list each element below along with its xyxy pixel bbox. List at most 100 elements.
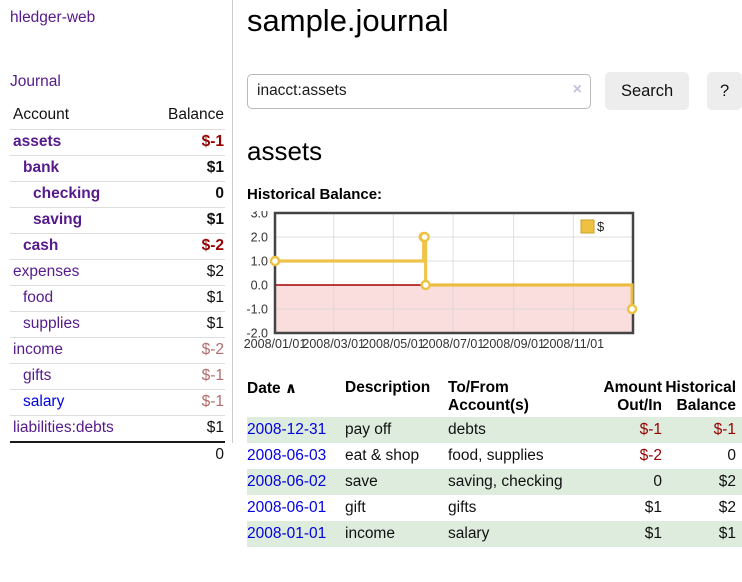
- register-header-description: Description: [345, 379, 431, 396]
- transaction-balance: $1: [718, 525, 736, 542]
- account-row: salary $-1: [10, 389, 225, 416]
- account-link-bank[interactable]: bank: [23, 159, 60, 176]
- account-title: assets: [247, 136, 323, 166]
- svg-text:2008/01/01: 2008/01/01: [244, 337, 307, 351]
- transaction-balance: $2: [718, 499, 736, 516]
- transaction-accounts: saving, checking: [448, 473, 563, 490]
- register-header-accounts: To/From Account(s): [448, 379, 529, 414]
- accounts-total-balance: 0: [146, 441, 225, 468]
- svg-text:2008/05/01: 2008/05/01: [362, 337, 425, 351]
- transaction-amount: 0: [653, 473, 662, 490]
- account-balance: $1: [146, 311, 225, 338]
- account-link-salary[interactable]: salary: [23, 393, 65, 410]
- account-link-liabilities-debts[interactable]: liabilities:debts: [13, 419, 114, 436]
- brand-link[interactable]: hledger-web: [10, 9, 96, 26]
- account-row: gifts $-1: [10, 363, 225, 390]
- account-row: assets $-1: [10, 129, 225, 156]
- account-row: expenses $2: [10, 259, 225, 286]
- account-link-checking[interactable]: checking: [33, 185, 101, 202]
- account-link-assets[interactable]: assets: [13, 133, 62, 150]
- help-button[interactable]: ?: [707, 72, 742, 110]
- accounts-table: Account Balance assets $-1 bank $1 checking 0…: [10, 103, 225, 468]
- svg-text:2008/09/01: 2008/09/01: [482, 337, 545, 351]
- svg-text:-2.0: -2.0: [246, 327, 268, 341]
- account-link-cash[interactable]: cash: [23, 237, 59, 254]
- account-link-food[interactable]: food: [23, 289, 54, 306]
- transaction-amount: $1: [644, 525, 662, 542]
- transaction-date-link[interactable]: 2008-12-31: [247, 421, 327, 438]
- account-balance: $-2: [146, 233, 225, 260]
- search-input[interactable]: [247, 73, 591, 109]
- chart-canvas: $3.0 2.0 1.0 0.0 -1.0 -2.02008/01/012008/03/0…: [244, 207, 638, 351]
- page-title: sample.journal: [247, 3, 449, 38]
- register-row: 2008-01-01 income salary $1 $1: [247, 521, 742, 547]
- accounts-total-row: 0: [10, 441, 225, 468]
- account-row: checking 0: [10, 181, 225, 208]
- accounts-header-row: Account Balance: [10, 103, 225, 130]
- transaction-accounts: food, supplies: [448, 447, 544, 464]
- svg-text:$: $: [597, 219, 605, 234]
- account-balance: $-1: [146, 363, 225, 390]
- svg-text:3.0: 3.0: [251, 211, 268, 221]
- clear-search-icon[interactable]: ×: [572, 80, 582, 98]
- sort-ascending-icon: ∧: [284, 380, 298, 397]
- transaction-accounts: salary: [448, 525, 490, 542]
- historical-balance-chart: $3.0 2.0 1.0 0.0 -1.0 -2.0 2008/01/01 2008/03/0…: [241, 207, 742, 357]
- register-row: 2008-06-02 save saving, checking 0 $2: [247, 469, 742, 495]
- account-balance: 0: [146, 181, 225, 208]
- account-row: food $1: [10, 285, 225, 312]
- transaction-description: eat & shop: [345, 447, 420, 464]
- transaction-balance: 0: [727, 447, 736, 464]
- transaction-accounts: gifts: [448, 499, 477, 516]
- transaction-date-link[interactable]: 2008-06-01: [247, 499, 327, 516]
- search-button[interactable]: Search: [604, 72, 690, 110]
- account-balance: $1: [146, 285, 225, 312]
- account-balance: $2: [146, 259, 225, 286]
- account-link-expenses[interactable]: expenses: [13, 263, 80, 280]
- register-header-balance: Historical Balance: [665, 379, 736, 414]
- transaction-amount: $-2: [639, 447, 662, 464]
- accounts-header-balance: Balance: [146, 103, 225, 130]
- transaction-accounts: debts: [448, 421, 486, 438]
- account-row: cash $-2: [10, 233, 225, 260]
- account-row: bank $1: [10, 155, 225, 182]
- transaction-date-link[interactable]: 2008-06-03: [247, 447, 327, 464]
- transaction-balance: $2: [718, 473, 736, 490]
- transaction-description: gift: [345, 499, 366, 516]
- transaction-date-link[interactable]: 2008-01-01: [247, 525, 327, 542]
- svg-text:2008/07/01: 2008/07/01: [422, 337, 485, 351]
- register-row: 2008-06-03 eat & shop food, supplies $-2 0: [247, 443, 742, 469]
- register-header-date[interactable]: Date ∧: [247, 380, 298, 397]
- account-balance: $-1: [146, 129, 225, 156]
- chart-title: Historical Balance:: [247, 186, 383, 203]
- register-header-row: Date ∧ Description To/From Account(s) Am…: [247, 377, 742, 417]
- account-balance: $1: [206, 419, 224, 436]
- register-table: Date ∧ Description To/From Account(s) Am…: [247, 377, 742, 547]
- account-balance: $-2: [146, 337, 225, 364]
- svg-text:-1.0: -1.0: [246, 303, 268, 317]
- transaction-amount: $1: [644, 499, 662, 516]
- svg-text:2008/03/01: 2008/03/01: [302, 337, 365, 351]
- account-link-income[interactable]: income: [13, 341, 63, 358]
- account-balance: $1: [146, 155, 225, 182]
- register-row: 2008-06-01 gift gifts $1 $2: [247, 495, 742, 521]
- account-balance: $1: [146, 207, 225, 234]
- main-content: sample.journal × Search ? assets Histori…: [244, 0, 742, 547]
- accounts-header-account: Account: [10, 103, 147, 130]
- account-row: liabilities:debts $1: [10, 416, 225, 443]
- account-row: supplies $1: [10, 311, 225, 338]
- account-link-supplies[interactable]: supplies: [23, 315, 80, 332]
- transaction-description: pay off: [345, 421, 392, 438]
- transaction-amount: $-1: [639, 421, 662, 438]
- nav-journal-link[interactable]: Journal: [10, 73, 61, 90]
- register-header-amount: Amount Out/In: [603, 379, 662, 414]
- transaction-description: income: [345, 525, 395, 542]
- svg-text:1.0: 1.0: [251, 255, 268, 269]
- transaction-description: save: [345, 473, 378, 490]
- account-link-saving[interactable]: saving: [33, 211, 83, 228]
- register-row: 2008-12-31 pay off debts $-1 $-1: [247, 417, 742, 443]
- sidebar: hledger-web Journal Account Balance asse…: [0, 0, 232, 468]
- account-link-gifts[interactable]: gifts: [23, 367, 52, 384]
- svg-text:0.0: 0.0: [251, 279, 268, 293]
- transaction-date-link[interactable]: 2008-06-02: [247, 473, 327, 490]
